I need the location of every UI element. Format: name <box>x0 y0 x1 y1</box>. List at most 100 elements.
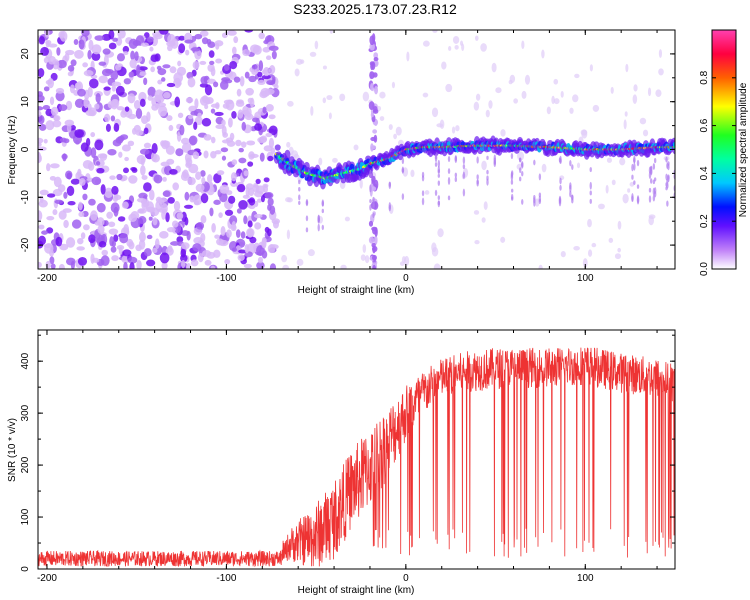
heatmap-noise-cell <box>231 111 237 119</box>
heatmap-noise-cell <box>111 255 119 262</box>
heatmap-noise-cell <box>129 262 135 269</box>
heatmap-streak-cell <box>518 167 522 174</box>
heatmap-noise-cell <box>97 153 108 159</box>
heatmap-noise-cell <box>96 217 105 227</box>
heatmap-noise-cell <box>157 79 163 85</box>
heatmap-streak-cell <box>369 199 372 204</box>
heatmap-streak-cell <box>462 156 466 165</box>
heatmap-noise-cell <box>362 244 367 253</box>
heatmap-streak-cell <box>298 200 301 205</box>
heatmap-noise-cell <box>431 242 437 253</box>
heatmap-noise-cell <box>89 78 99 89</box>
heatmap-noise-cell <box>534 198 540 207</box>
heatmap-noise-cell <box>147 86 156 98</box>
heatmap-noise-cell <box>605 184 609 194</box>
heatmap-noise-cell <box>201 249 212 257</box>
heatmap-streak-cell <box>652 163 656 170</box>
heatmap-noise-cell <box>38 106 44 111</box>
heatmap-noise-cell <box>639 117 647 125</box>
heatmap-noise-cell <box>500 236 506 243</box>
heatmap-streak-cell <box>510 188 514 193</box>
heatmap-noise-cell <box>138 66 148 71</box>
heatmap-noise-cell <box>215 124 225 130</box>
heatmap-noise-cell <box>122 45 130 53</box>
heatmap-noise-cell <box>169 66 177 74</box>
heatmap-noise-cell <box>253 213 263 219</box>
heatmap-noise-cell <box>117 135 125 142</box>
heatmap-noise-cell <box>422 92 429 98</box>
heatmap-noise-cell <box>186 71 194 80</box>
heatmap-noise-cell <box>50 263 56 269</box>
heatmap-streak-cell <box>631 193 634 202</box>
heatmap-noise-cell <box>38 152 42 163</box>
heatmap-noise-cell <box>65 170 73 180</box>
heatmap-noise-cell <box>184 39 194 44</box>
heatmap-noise-cell <box>553 98 560 105</box>
heatmap-noise-cell <box>546 106 551 115</box>
heatmap-noise-cell <box>219 184 230 194</box>
heatmap-noise-cell <box>230 172 237 182</box>
heatmap-noise-cell <box>210 150 217 159</box>
heatmap-stripe-cell <box>371 242 376 248</box>
heatmap-noise-cell <box>267 204 272 211</box>
heatmap-streak-cell <box>653 158 657 164</box>
heatmap-streak-cell <box>401 157 405 165</box>
heatmap-noise-cell <box>241 121 247 131</box>
heatmap-noise-cell <box>258 32 265 40</box>
heatmap-streak-cell <box>666 200 669 207</box>
heatmap-noise-cell <box>619 157 626 166</box>
heatmap-noise-cell <box>167 34 176 46</box>
heatmap-streak-cell <box>589 190 592 196</box>
heatmap-streak-cell <box>454 155 458 162</box>
heatmap-streak-cell <box>476 156 479 164</box>
heatmap-stripe-cell <box>371 254 377 261</box>
heatmap-noise-cell <box>541 49 545 59</box>
heatmap-noise-cell <box>210 265 216 269</box>
heatmap-stripe-cell <box>373 52 379 59</box>
y-tick-label: 400 <box>20 352 31 369</box>
heatmap-streak-cell <box>589 198 592 204</box>
heatmap-noise-cell <box>572 94 579 103</box>
heatmap-noise-cell <box>239 75 245 87</box>
chart-title: S233.2025.173.07.23.R12 <box>293 1 457 17</box>
heatmap-noise-cell <box>40 46 50 56</box>
heatmap-noise-cell <box>88 198 96 206</box>
heatmap-noise-cell <box>139 148 150 155</box>
heatmap-noise-cell <box>226 140 236 147</box>
heatmap-noise-cell <box>57 59 67 69</box>
heatmap-noise-cell <box>110 246 117 253</box>
heatmap-noise-cell <box>165 212 170 223</box>
heatmap-noise-cell <box>158 30 169 35</box>
heatmap-noise-cell <box>119 233 129 244</box>
snr-x-label: Height of straight line (km) <box>298 585 415 596</box>
heatmap-noise-cell <box>269 64 276 75</box>
heatmap-noise-cell <box>197 253 204 263</box>
heatmap-streak-cell <box>652 187 656 196</box>
heatmap-noise-cell <box>295 58 303 65</box>
heatmap-noise-cell <box>262 67 271 77</box>
heatmap-noise-cell <box>314 40 319 50</box>
heatmap-streak-cell <box>665 156 668 163</box>
heatmap-noise-cell <box>220 226 226 237</box>
heatmap-noise-cell <box>248 75 257 83</box>
heatmap-noise-cell <box>67 71 74 77</box>
heatmap-noise-cell <box>190 110 199 116</box>
heatmap-noise-cell <box>65 100 73 111</box>
heatmap-noise-cell <box>379 116 385 122</box>
heatmap-noise-cell <box>223 64 230 71</box>
heatmap-noise-cell <box>196 222 205 230</box>
heatmap-noise-cell <box>395 126 402 136</box>
heatmap-stripe-cell <box>369 35 375 46</box>
heatmap-stripe-cell <box>369 71 375 79</box>
heatmap-noise-cell <box>162 190 171 197</box>
heatmap-noise-cell <box>322 65 327 70</box>
heatmap-noise-cell <box>388 124 393 130</box>
heatmap-noise-cell <box>538 264 543 269</box>
heatmap-noise-cell <box>199 60 207 65</box>
heatmap-streak-cell <box>305 198 309 206</box>
heatmap-streak-cell <box>533 159 536 166</box>
heatmap-streak-cell <box>569 190 572 198</box>
heatmap-streak-cell <box>462 171 466 179</box>
heatmap-noise-cell <box>116 245 125 250</box>
heatmap-noise-cell <box>495 87 502 94</box>
